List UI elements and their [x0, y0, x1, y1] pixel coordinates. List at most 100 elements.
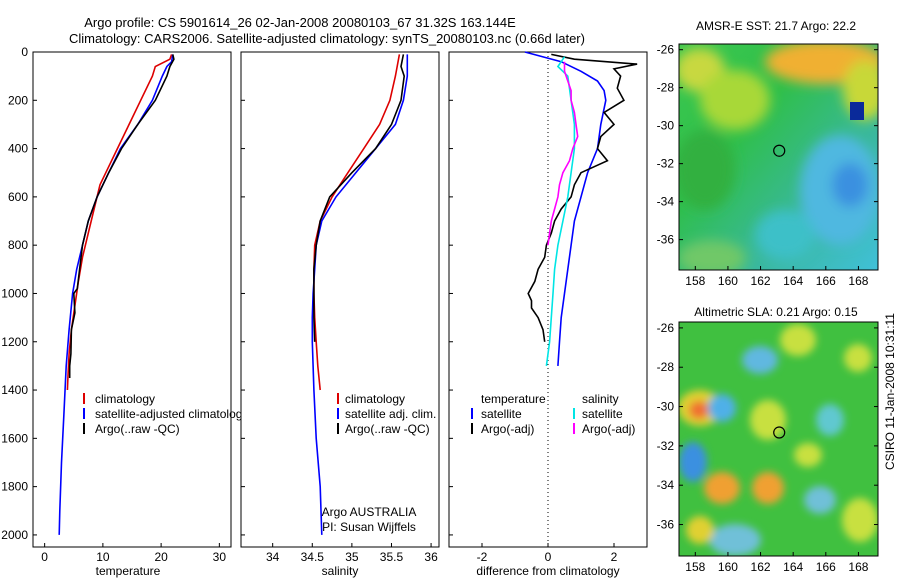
lon-tick-label: 166 — [816, 274, 836, 288]
y-tick-label: 0 — [21, 45, 28, 59]
x-tick-label: 35 — [345, 550, 359, 564]
legend-label-argo: Argo(..raw -QC) — [95, 422, 180, 436]
salinity-legend: climatology satellite adj. clim. Argo(..… — [337, 392, 436, 436]
lon-tick-label: 164 — [783, 560, 803, 574]
series-line-argo-raw-qc- — [313, 54, 406, 342]
lat-tick-label: -36 — [657, 233, 675, 247]
lon-tick-label: 162 — [751, 560, 771, 574]
lat-tick-label: -28 — [657, 81, 675, 95]
lat-tick-label: -36 — [657, 518, 675, 532]
lat-tick-label: -30 — [657, 119, 675, 133]
y-tick-label: 600 — [8, 190, 28, 204]
legend-label-argo: Argo(..raw -QC) — [345, 422, 430, 436]
series-line-temperature-satellite — [524, 51, 607, 366]
argo-position-marker — [773, 144, 786, 157]
temperature-legend: climatology satellite-adjusted climatolo… — [83, 392, 248, 436]
sst-map-title: AMSR-E SST: 21.7 Argo: 22.2 — [696, 19, 856, 33]
lon-tick-label: 160 — [718, 560, 738, 574]
sst-heatmap-image — [679, 44, 878, 270]
y-tick-label: 800 — [8, 238, 28, 252]
y-tick-label: 1000 — [1, 286, 28, 300]
legend-label-satellite: satellite adj. clim. — [345, 407, 436, 421]
y-tick-label: 1400 — [1, 383, 28, 397]
legend-label-satellite: satellite-adjusted climatology — [95, 407, 248, 421]
depth-tick-labels: 0 200 400 600 800 1000 1200 1400 1600 1800 2000 — [1, 45, 37, 542]
lon-tick-label: 168 — [848, 274, 868, 288]
figure-title-line2: Climatology: CARS2006. Satellite-adjuste… — [69, 31, 585, 46]
lat-tick-label: -26 — [657, 321, 675, 335]
x-tick-label: 0 — [545, 550, 552, 564]
x-tick-label: 0 — [41, 550, 48, 564]
legend-label-temp-argo: Argo(-adj) — [481, 422, 534, 436]
salinity-series — [241, 51, 409, 536]
lat-tick-label: -28 — [657, 360, 675, 374]
x-tick-label: 20 — [154, 550, 168, 564]
y-tick-label: 1800 — [1, 480, 28, 494]
lat-tick-label: -26 — [657, 43, 675, 57]
y-tick-label: 200 — [8, 93, 28, 107]
sla-map-frame — [678, 321, 879, 557]
series-line-temperature-argo-adj- — [527, 53, 638, 342]
sst-map-panel: AMSR-E SST: 21.7 Argo: 22.2 -26 -28 -30 -32… — [657, 19, 879, 288]
argo-source-label: Argo AUSTRALIA — [322, 505, 417, 519]
temperature-tick-labels: 0 10 20 30 — [41, 543, 226, 564]
difference-x-label: difference from climatology — [476, 564, 619, 578]
lon-tick-label: 160 — [718, 274, 738, 288]
sst-longitude-tick-labels: 158 160 162 164 166 168 — [685, 266, 869, 288]
sst-latitude-tick-labels: -26 -28 -30 -32 -34 -36 — [657, 43, 878, 247]
difference-tick-labels: -2 0 2 — [477, 543, 618, 564]
x-tick-label: 30 — [213, 550, 227, 564]
x-tick-label: 10 — [96, 550, 110, 564]
salinity-axes-box — [240, 51, 440, 548]
x-tick-label: 2 — [611, 550, 618, 564]
temperature-panel: 0 200 400 600 800 1000 1200 1400 1600 1800 2000 0 1… — [1, 45, 248, 578]
sla-longitude-tick-labels: 158 160 162 164 166 168 — [685, 552, 869, 574]
lat-tick-label: -30 — [657, 400, 675, 414]
csiro-timestamp-label: CSIRO 11-Jan-2008 10:31:11 — [883, 313, 897, 470]
legend-label-sal-satellite: satellite — [582, 407, 623, 421]
lon-tick-label: 166 — [816, 560, 836, 574]
sla-latitude-tick-labels: -26 -28 -30 -32 -34 -36 — [657, 321, 878, 532]
y-tick-label: 2000 — [1, 528, 28, 542]
legend-label-climatology: climatology — [95, 392, 155, 406]
y-tick-label: 1200 — [1, 335, 28, 349]
argo-position-marker — [773, 426, 786, 439]
lon-tick-label: 158 — [685, 560, 705, 574]
temperature-series — [58, 54, 175, 535]
lon-tick-label: 168 — [848, 560, 868, 574]
x-tick-label: -2 — [477, 550, 488, 564]
sst-map-frame — [678, 43, 879, 271]
series-line-argo-raw-qc- — [68, 54, 175, 378]
temperature-axes-box — [32, 51, 232, 548]
legend-label-temp-satellite: satellite — [481, 407, 522, 421]
lon-tick-label: 164 — [783, 274, 803, 288]
temperature-x-label: temperature — [96, 564, 161, 578]
lat-tick-label: -32 — [657, 157, 675, 171]
series-line-salinity-argo-adj- — [547, 61, 579, 246]
y-tick-label: 400 — [8, 142, 28, 156]
lat-tick-label: -34 — [657, 478, 675, 492]
lon-tick-label: 158 — [685, 274, 705, 288]
lon-tick-label: 162 — [751, 274, 771, 288]
salinity-x-label: salinity — [322, 564, 359, 578]
legend-heading-salinity: salinity — [582, 392, 619, 406]
difference-series — [449, 51, 638, 536]
argo-pi-label: PI: Susan Wijffels — [322, 520, 416, 534]
salinity-tick-labels: 34 34.5 35 35.5 36 — [266, 543, 438, 564]
sla-heatmap-image — [679, 322, 878, 556]
sla-map-title: Altimetric SLA: 0.21 Argo: 0.15 — [694, 305, 858, 319]
legend-label-climatology: climatology — [345, 392, 405, 406]
lat-tick-label: -34 — [657, 195, 675, 209]
y-tick-label: 1600 — [1, 431, 28, 445]
legend-heading-temperature: temperature — [481, 392, 546, 406]
legend-label-sal-argo: Argo(-adj) — [582, 422, 635, 436]
figure-title-line1: Argo profile: CS 5901614_26 02-Jan-2008 … — [84, 15, 516, 30]
sla-map-panel: Altimetric SLA: 0.21 Argo: 0.15 — [657, 305, 879, 574]
lat-tick-label: -32 — [657, 439, 675, 453]
difference-panel: -2 0 2 difference from climatology tempera… — [448, 51, 648, 578]
x-tick-label: 34 — [266, 550, 280, 564]
difference-legend: temperature satellite Argo(-adj) salinit… — [471, 392, 635, 436]
x-tick-label: 35.5 — [380, 550, 404, 564]
x-tick-label: 34.5 — [301, 550, 325, 564]
